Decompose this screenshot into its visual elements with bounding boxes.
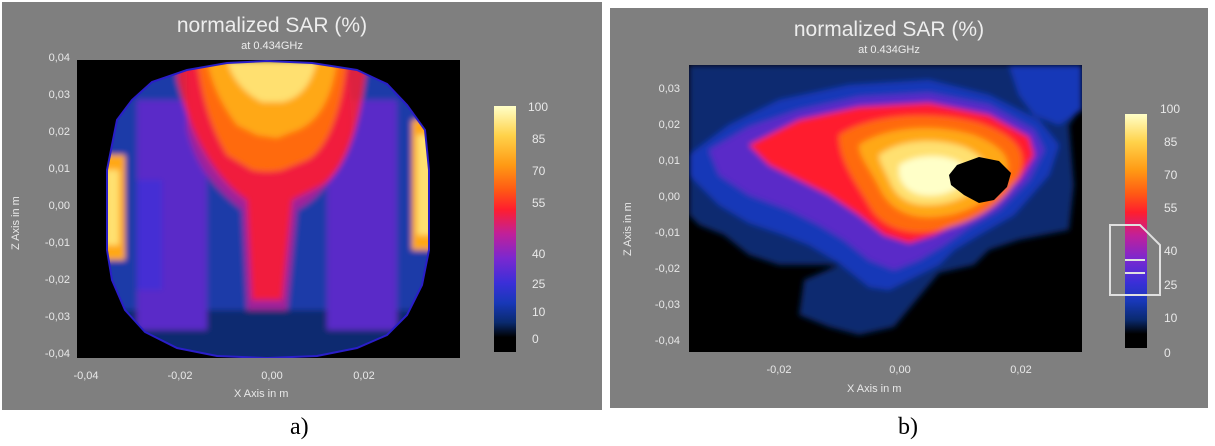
y-tick-label: 0,02 — [658, 119, 680, 131]
colorbar-tick-label: 70 — [532, 164, 546, 178]
colorbar-tick-label: 10 — [1164, 311, 1178, 325]
colorbar-tick-label: 85 — [532, 132, 546, 146]
colorbar-tick-label: 55 — [532, 196, 546, 210]
x-tick-label: -0,02 — [766, 364, 792, 376]
colorbar-tick-label: 70 — [1164, 168, 1178, 182]
colorbar-tick-label: 40 — [532, 247, 546, 261]
x-tick-label: -0,04 — [73, 370, 99, 382]
colorbar-tick-label: 25 — [532, 277, 546, 291]
colorbar — [494, 106, 516, 352]
heatmap-region — [1009, 65, 1082, 125]
chart-panel-a: normalized SAR (%) at 0.434GHz — [2, 2, 602, 410]
watermark-logo — [1109, 224, 1161, 296]
y-tick-label: -0,04 — [654, 335, 680, 347]
colorbar-tick-label: 40 — [1164, 244, 1178, 258]
y-tick-label: 0,04 — [48, 52, 70, 64]
x-tick-label: 0,02 — [1010, 364, 1032, 376]
y-tick-label: 0,01 — [48, 163, 70, 175]
heatmap-a — [77, 60, 460, 358]
colorbar-tick-label: 10 — [532, 305, 546, 319]
y-tick-label: 0,00 — [48, 200, 70, 212]
y-axis-label: Z Axis in m — [622, 202, 634, 256]
heatmap-region — [417, 135, 429, 235]
subfigure-caption-b: b) — [898, 414, 918, 440]
heatmap-region — [137, 180, 162, 290]
subfigure-caption-a: a) — [290, 414, 309, 440]
heatmap-region — [227, 61, 317, 102]
y-tick-label: 0,00 — [658, 191, 680, 203]
x-axis-label: X Axis in m — [847, 383, 902, 395]
chart-panel-b: normalized SAR (%) at 0.434GHz — [610, 8, 1208, 408]
zero-sar-cavity — [949, 157, 1011, 203]
y-tick-label: 0,01 — [658, 155, 680, 167]
x-tick-label: 0,02 — [353, 370, 375, 382]
x-tick-label: -0,02 — [167, 370, 193, 382]
y-tick-label: -0,02 — [654, 263, 680, 275]
colorbar-tick-label: 0 — [532, 332, 539, 346]
x-tick-label: 0,00 — [261, 370, 283, 382]
colorbar — [1125, 114, 1147, 348]
heatmap-b — [689, 65, 1082, 352]
colorbar-tick-label: 85 — [1164, 135, 1178, 149]
chart-subtitle: at 0.434GHz — [241, 40, 303, 52]
y-tick-label: -0,04 — [44, 348, 70, 360]
heatmap-plot-area — [77, 60, 460, 358]
y-tick-label: -0,03 — [44, 311, 70, 323]
y-tick-label: -0,01 — [654, 227, 680, 239]
y-tick-label: -0,02 — [44, 274, 70, 286]
heatmap-plot-area — [689, 65, 1082, 352]
y-tick-label: 0,02 — [48, 126, 70, 138]
colorbar-tick-label: 100 — [528, 100, 549, 114]
x-tick-label: 0,00 — [889, 364, 911, 376]
chart-subtitle: at 0.434GHz — [858, 44, 920, 56]
colorbar-tick-label: 25 — [1164, 278, 1178, 292]
heatmap-region — [899, 156, 967, 196]
y-axis-label: Z Axis in m — [10, 196, 22, 250]
y-tick-label: -0,01 — [44, 237, 70, 249]
phantom-outline — [106, 60, 430, 358]
chart-title: normalized SAR (%) — [176, 14, 368, 37]
y-tick-label: 0,03 — [48, 89, 70, 101]
x-axis-label: X Axis in m — [234, 388, 289, 400]
heatmap-region — [107, 170, 119, 245]
colorbar-tick-label: 0 — [1164, 346, 1171, 360]
colorbar-tick-label: 55 — [1164, 201, 1178, 215]
y-tick-label: 0,03 — [658, 83, 680, 95]
colorbar-tick-label: 100 — [1160, 102, 1181, 116]
chart-title: normalized SAR (%) — [793, 18, 985, 41]
y-tick-label: -0,03 — [654, 299, 680, 311]
